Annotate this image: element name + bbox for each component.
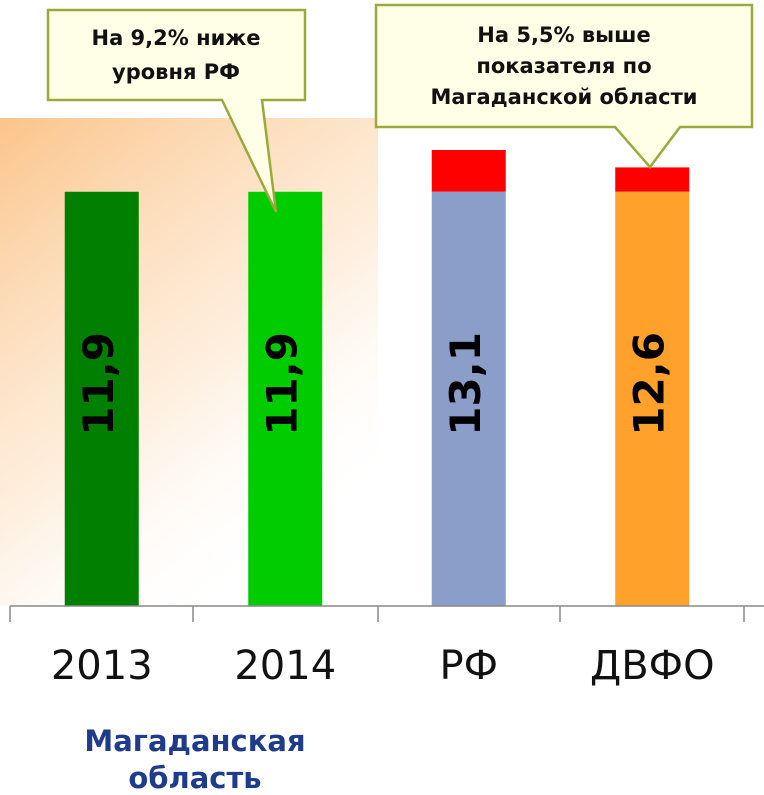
- annotation: На 5,5% выше: [477, 23, 650, 47]
- annotation: На 9,2% ниже: [92, 26, 261, 50]
- annotation: показателя по: [476, 54, 651, 78]
- bar-excess: [431, 150, 506, 192]
- value-label: 12,6: [625, 332, 674, 436]
- bar: [64, 191, 139, 606]
- value-label: 11,9: [74, 332, 123, 436]
- x-axis-ticks: [9, 606, 745, 622]
- annotation: уровня РФ: [112, 60, 240, 84]
- value-label: 13,1: [441, 332, 490, 436]
- group-label: область: [128, 761, 261, 795]
- callout: [46, 8, 307, 213]
- bar: [248, 191, 323, 606]
- callout: [374, 3, 754, 169]
- annotation: Магаданской области: [431, 85, 698, 109]
- bar: [615, 191, 690, 606]
- x-tick-label: 2013: [51, 643, 153, 689]
- bar-excess: [615, 167, 690, 192]
- x-tick-label: 2014: [234, 643, 336, 689]
- group-label: Магаданская: [84, 724, 305, 758]
- value-label: 11,9: [258, 332, 307, 436]
- x-tick-label: РФ: [439, 643, 498, 689]
- bar: [431, 191, 506, 606]
- x-tick-label: ДВФО: [590, 643, 715, 689]
